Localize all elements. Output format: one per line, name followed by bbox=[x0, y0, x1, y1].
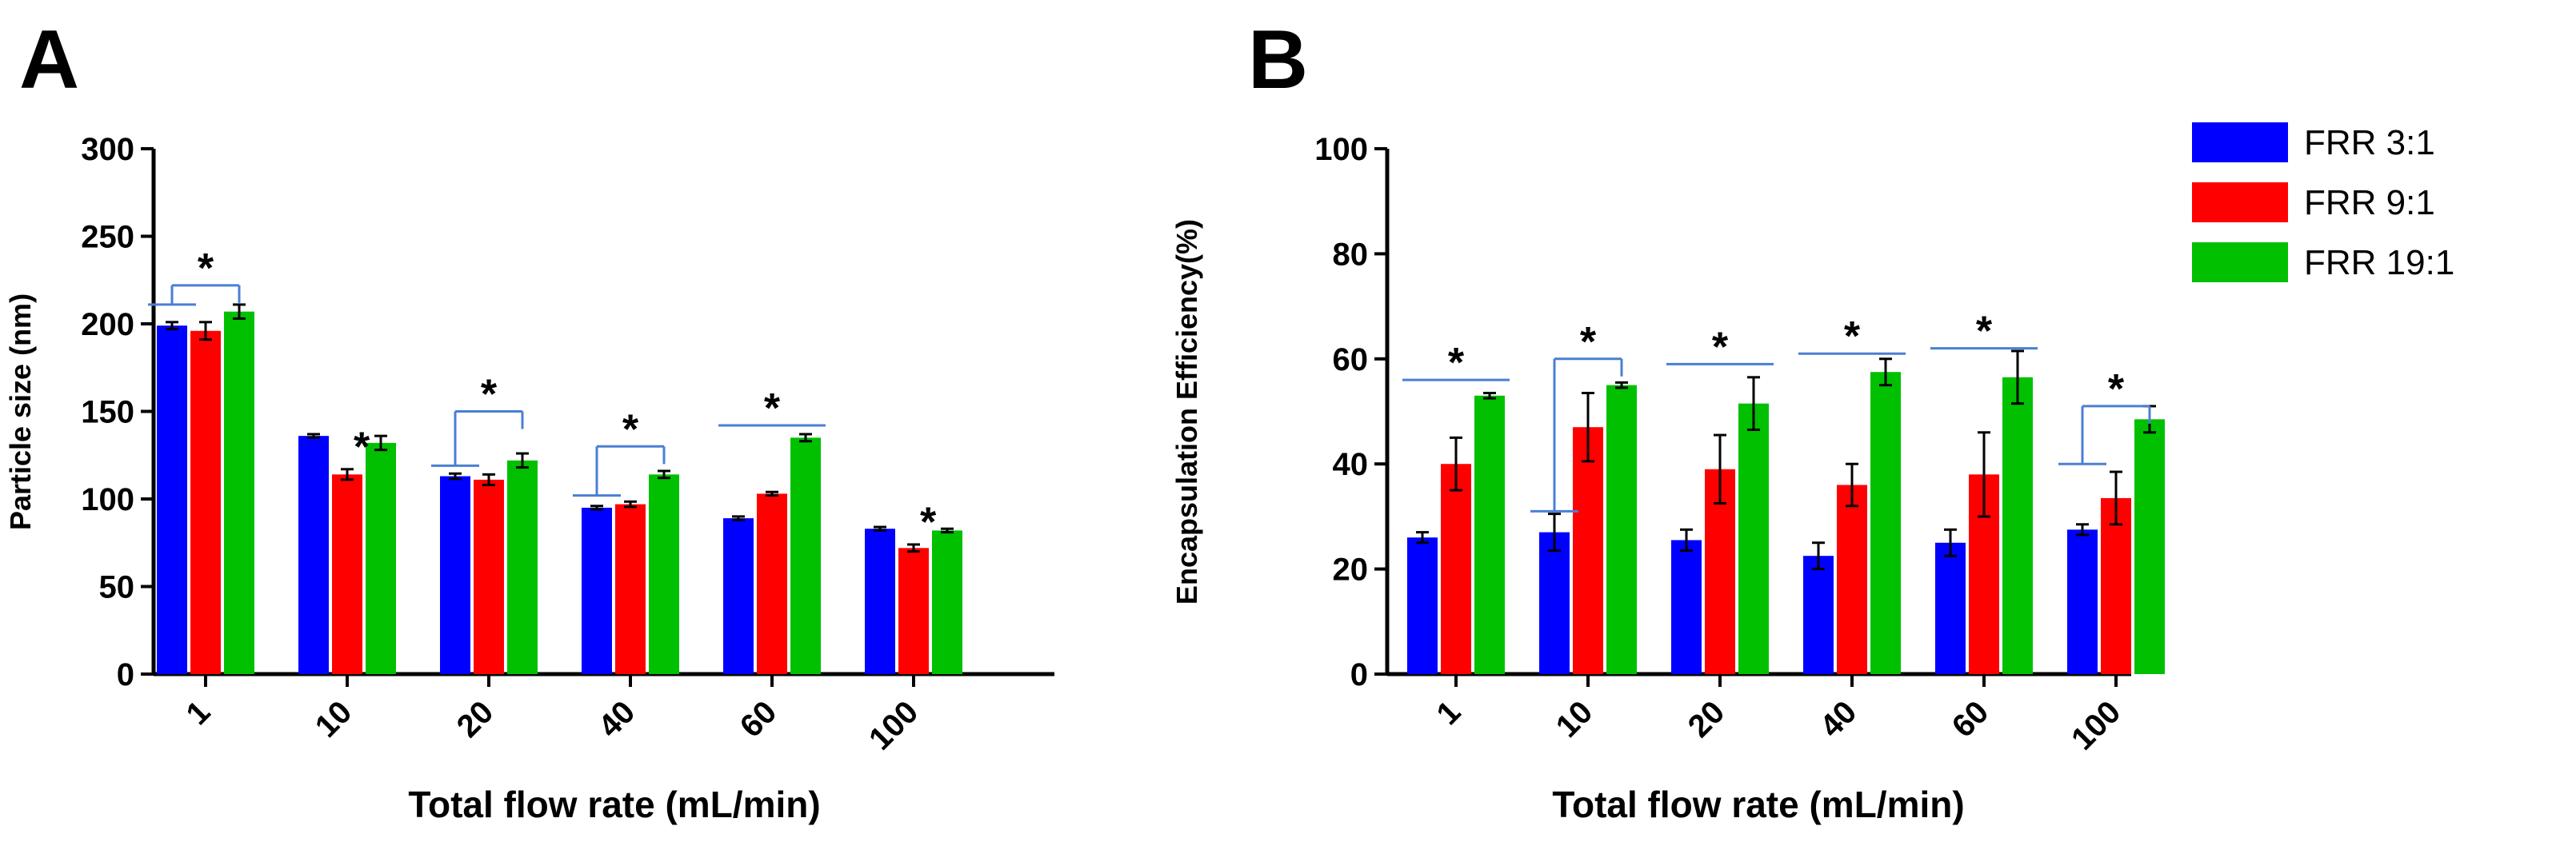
significance-star: * bbox=[198, 245, 214, 292]
bar bbox=[190, 330, 221, 674]
bar bbox=[1441, 464, 1471, 674]
bar bbox=[1606, 385, 1637, 674]
y-tick-label: 50 bbox=[99, 570, 135, 605]
x-tick-label: 1 bbox=[180, 694, 218, 732]
x-tick-label: 40 bbox=[1814, 694, 1864, 744]
bar bbox=[1539, 532, 1570, 674]
bar bbox=[1870, 372, 1901, 674]
x-tick-label: 40 bbox=[592, 694, 642, 744]
bar bbox=[157, 325, 187, 674]
bar bbox=[898, 548, 929, 674]
x-tick-label: 20 bbox=[450, 694, 501, 744]
bar bbox=[440, 476, 470, 674]
bar bbox=[582, 507, 612, 674]
y-tick-label: 60 bbox=[1333, 342, 1369, 377]
bar bbox=[932, 530, 962, 674]
bar bbox=[649, 474, 679, 674]
x-tick-label: 60 bbox=[1946, 694, 1996, 744]
x-axis-title: Total flow rate (mL/min) bbox=[1552, 784, 1964, 825]
y-axis-title: Particle size (nm) bbox=[4, 293, 37, 530]
legend-label: FRR 9:1 bbox=[2304, 183, 2435, 222]
legend-swatch bbox=[2192, 242, 2288, 282]
significance-star: * bbox=[1844, 313, 1861, 360]
bar bbox=[366, 442, 396, 674]
bar bbox=[865, 529, 895, 674]
x-tick-label: 20 bbox=[1682, 694, 1732, 744]
significance-star: * bbox=[622, 406, 639, 453]
bar bbox=[332, 474, 362, 674]
bar bbox=[1407, 537, 1438, 674]
significance-star: * bbox=[2108, 366, 2125, 413]
legend-swatch bbox=[2192, 122, 2288, 162]
bar bbox=[615, 504, 646, 674]
y-tick-label: 150 bbox=[81, 395, 134, 430]
bar bbox=[1573, 427, 1603, 674]
bar bbox=[2101, 497, 2131, 674]
bar bbox=[224, 311, 254, 674]
bar bbox=[2067, 529, 2098, 674]
significance-star: * bbox=[1712, 324, 1729, 370]
bar bbox=[1935, 542, 1966, 674]
bar bbox=[1837, 485, 1867, 674]
x-tick-label: 10 bbox=[1550, 694, 1600, 744]
bar bbox=[1803, 556, 1834, 674]
legend-label: FRR 3:1 bbox=[2304, 123, 2435, 162]
bar bbox=[1474, 395, 1505, 674]
x-tick-label: 100 bbox=[862, 694, 925, 756]
bar bbox=[757, 493, 787, 674]
y-tick-label: 300 bbox=[81, 132, 134, 167]
legend-label: FRR 19:1 bbox=[2304, 243, 2454, 282]
significance-star: * bbox=[920, 500, 937, 546]
panel-letter: B bbox=[1248, 14, 1308, 106]
significance-star: * bbox=[764, 385, 781, 432]
x-tick-label: 60 bbox=[734, 694, 784, 744]
significance-star: * bbox=[354, 424, 370, 470]
y-tick-label: 200 bbox=[81, 307, 134, 342]
bar bbox=[507, 460, 538, 674]
y-tick-label: 20 bbox=[1333, 553, 1369, 588]
significance-star: * bbox=[1448, 340, 1465, 386]
bar bbox=[723, 518, 754, 674]
y-axis-title: Encapsulation Efficiency(%) bbox=[1170, 219, 1203, 605]
y-tick-label: 0 bbox=[117, 657, 134, 692]
y-tick-label: 100 bbox=[81, 482, 134, 517]
y-tick-label: 80 bbox=[1333, 237, 1369, 272]
bar bbox=[2002, 377, 2033, 674]
y-tick-label: 100 bbox=[1314, 132, 1368, 167]
significance-star: * bbox=[1976, 309, 1993, 355]
y-tick-label: 40 bbox=[1333, 447, 1369, 482]
bar bbox=[1671, 540, 1702, 674]
bar bbox=[298, 436, 329, 674]
bar bbox=[790, 437, 821, 674]
significance-star: * bbox=[1580, 319, 1597, 365]
y-tick-label: 0 bbox=[1350, 657, 1368, 692]
bar bbox=[474, 479, 504, 674]
chart-panel-a: A 0 50 100 150 200 250 300 Particle size (nm) Tot… bbox=[4, 14, 1054, 825]
x-tick-label: 10 bbox=[309, 694, 359, 744]
bar bbox=[1738, 403, 1769, 674]
x-axis-title: Total flow rate (mL/min) bbox=[408, 784, 820, 825]
legend: FRR 3:1 FRR 9:1 FRR 19:1 bbox=[2192, 122, 2454, 282]
x-tick-label: 100 bbox=[2065, 694, 2127, 756]
y-tick-label: 250 bbox=[81, 220, 134, 255]
bar bbox=[2134, 419, 2165, 674]
panel-letter: A bbox=[19, 14, 79, 106]
x-tick-label: 1 bbox=[1430, 694, 1468, 732]
legend-swatch bbox=[2192, 182, 2288, 222]
significance-star: * bbox=[481, 372, 498, 418]
chart-panel-b: B 0 20 40 60 80 100 Encapsulation Efficiency(%)… bbox=[1170, 14, 2165, 825]
